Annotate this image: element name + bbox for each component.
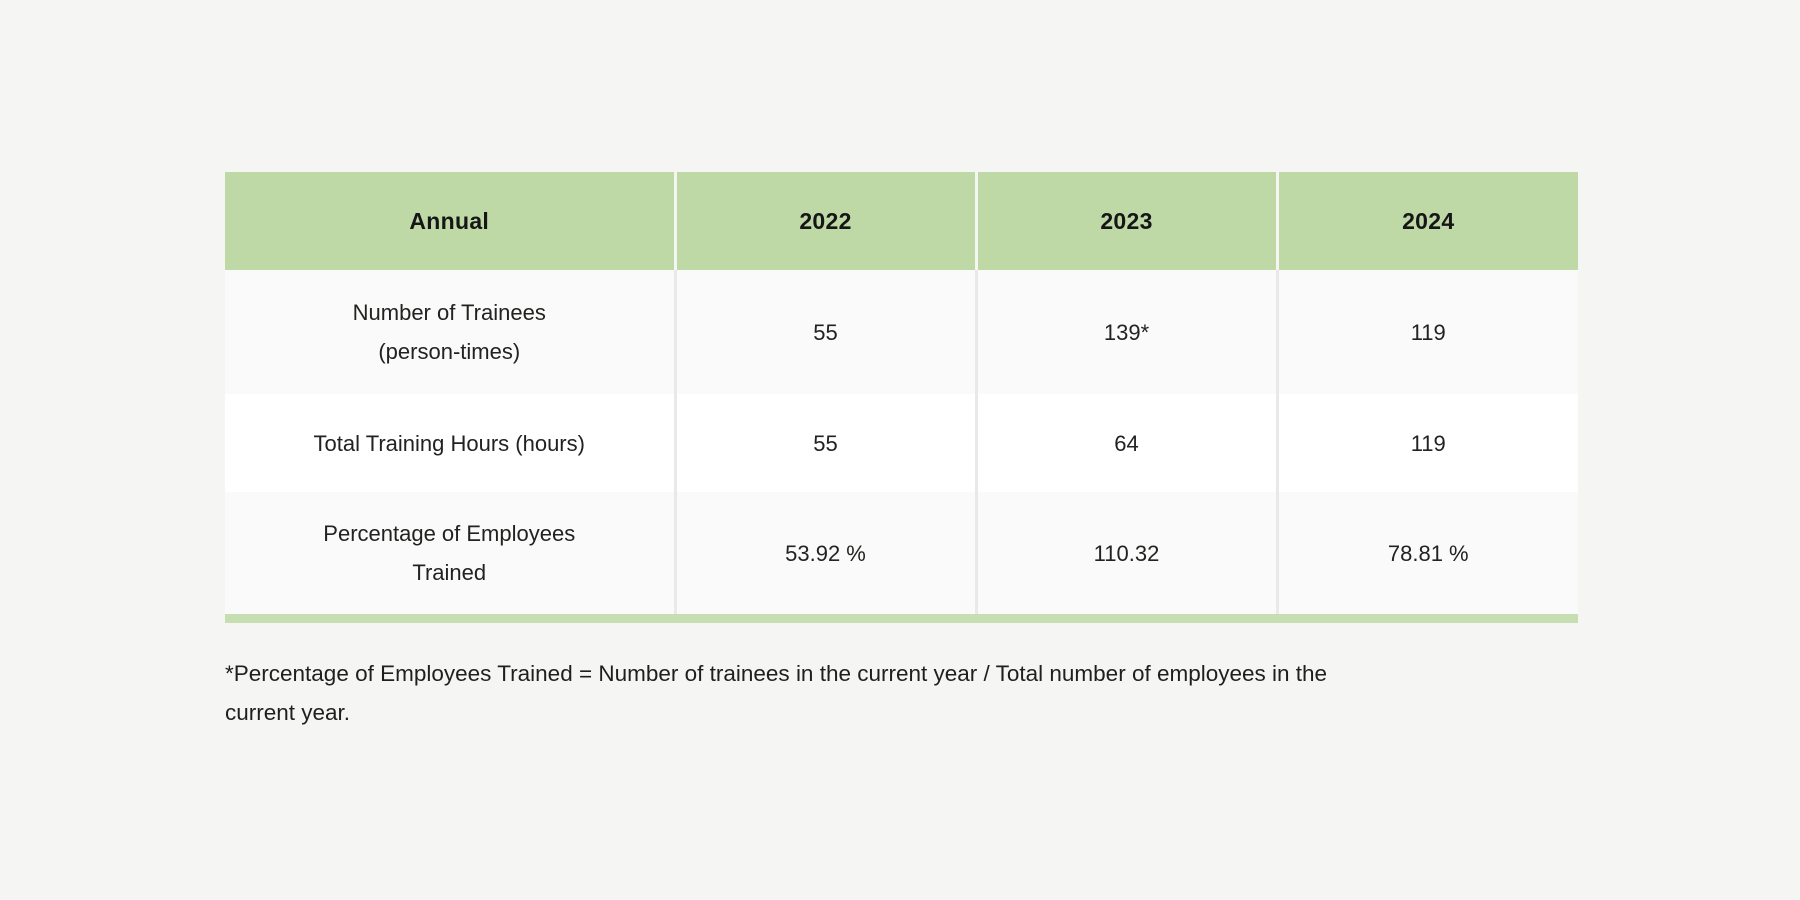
row-label-percentage-trained: Percentage of Employees Trained [323, 521, 576, 585]
table-row-total-training-hours: Total Training Hours (hours) 55 64 119 [225, 394, 1578, 492]
cell-percentage-2022: 53.92 % [673, 492, 976, 614]
column-header-2024: 2024 [1275, 172, 1578, 270]
cell-trainees-2022: 55 [673, 270, 976, 394]
cell-trainees-2023: 139* [974, 270, 1277, 394]
row-label-number-of-trainees: Number of Trainees (person-times) [352, 300, 546, 364]
column-header-annual: Annual [225, 172, 675, 270]
cell-hours-2024: 119 [1275, 394, 1578, 492]
table-row-percentage-trained: Percentage of Employees Trained 53.92 % … [225, 492, 1578, 614]
row-label-total-training-hours: Total Training Hours (hours) [313, 430, 585, 456]
footnote: *Percentage of Employees Trained = Numbe… [225, 661, 1328, 725]
cell-hours-2023: 64 [974, 394, 1277, 492]
annual-training-table: Annual 2022 2023 2024 Number of Trainees… [225, 172, 1578, 614]
table-bottom-border [225, 614, 1578, 623]
table-row-number-of-trainees: Number of Trainees (person-times) 55 139… [225, 270, 1578, 394]
cell-hours-2022: 55 [673, 394, 976, 492]
table-header-row: Annual 2022 2023 2024 [225, 172, 1578, 270]
column-header-2023: 2023 [974, 172, 1277, 270]
column-header-2022: 2022 [673, 172, 976, 270]
cell-percentage-2024: 78.81 % [1275, 492, 1578, 614]
cell-trainees-2024: 119 [1275, 270, 1578, 394]
annual-training-table-container: Annual 2022 2023 2024 Number of Trainees… [225, 172, 1578, 623]
cell-percentage-2023: 110.32 [974, 492, 1277, 614]
